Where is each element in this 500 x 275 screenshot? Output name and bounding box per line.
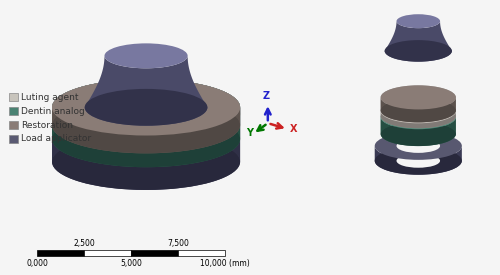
Ellipse shape	[396, 139, 440, 153]
Text: 10,000 (mm): 10,000 (mm)	[200, 259, 250, 268]
Text: 5,000: 5,000	[120, 259, 142, 268]
Polygon shape	[380, 85, 456, 110]
Text: 2,500: 2,500	[74, 239, 95, 248]
Text: Luting agent: Luting agent	[22, 93, 79, 102]
Ellipse shape	[84, 89, 208, 126]
Bar	[37, 250, 84, 256]
Bar	[178, 250, 226, 256]
Text: Restoration: Restoration	[22, 121, 74, 130]
Ellipse shape	[52, 97, 240, 153]
Ellipse shape	[104, 43, 188, 68]
Polygon shape	[52, 79, 240, 114]
Ellipse shape	[52, 79, 240, 136]
Polygon shape	[52, 107, 240, 190]
Polygon shape	[380, 117, 456, 146]
Polygon shape	[52, 107, 240, 167]
Ellipse shape	[52, 79, 240, 136]
Bar	[10, 121, 18, 129]
Bar	[84, 250, 131, 256]
Ellipse shape	[380, 85, 456, 109]
Ellipse shape	[52, 79, 240, 136]
Bar	[10, 107, 18, 115]
Ellipse shape	[384, 40, 452, 62]
Polygon shape	[374, 146, 462, 175]
Polygon shape	[384, 21, 452, 62]
Ellipse shape	[380, 104, 456, 128]
Text: X: X	[290, 124, 297, 134]
Text: Z: Z	[263, 91, 270, 101]
Ellipse shape	[374, 132, 462, 160]
Ellipse shape	[52, 134, 240, 190]
Ellipse shape	[380, 98, 456, 122]
Ellipse shape	[52, 79, 240, 136]
Polygon shape	[52, 79, 240, 139]
Text: Load applicator: Load applicator	[22, 134, 92, 144]
Ellipse shape	[52, 111, 240, 167]
Polygon shape	[52, 107, 240, 153]
Polygon shape	[380, 105, 456, 134]
Text: 7,500: 7,500	[168, 239, 189, 248]
Ellipse shape	[396, 154, 440, 168]
Polygon shape	[380, 99, 456, 116]
Ellipse shape	[380, 105, 456, 129]
Bar	[10, 135, 18, 143]
Ellipse shape	[52, 86, 240, 142]
Polygon shape	[396, 146, 440, 168]
Polygon shape	[380, 97, 456, 122]
Text: Dentin analog: Dentin analog	[22, 107, 85, 116]
Bar	[131, 250, 178, 256]
Bar	[10, 94, 18, 101]
Polygon shape	[380, 111, 456, 128]
Ellipse shape	[374, 147, 462, 175]
Polygon shape	[84, 56, 208, 126]
Polygon shape	[52, 79, 240, 125]
Ellipse shape	[380, 122, 456, 146]
Ellipse shape	[396, 14, 440, 28]
Polygon shape	[52, 79, 240, 162]
Text: Y: Y	[246, 128, 253, 138]
Ellipse shape	[380, 99, 456, 123]
Polygon shape	[52, 107, 240, 142]
Text: 0,000: 0,000	[26, 259, 48, 268]
